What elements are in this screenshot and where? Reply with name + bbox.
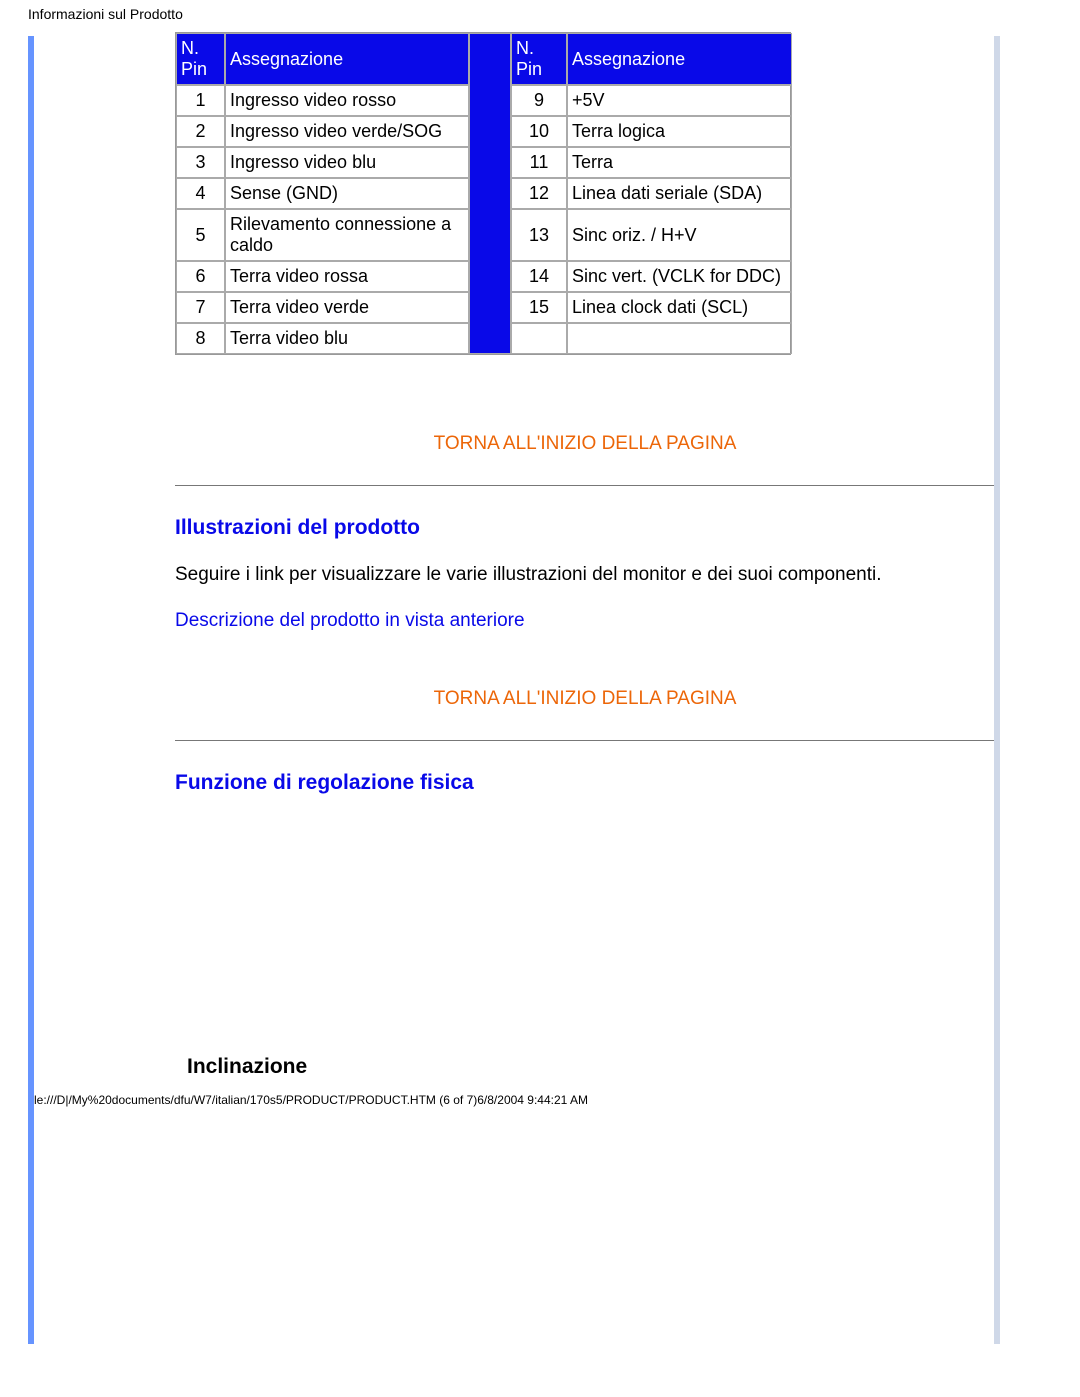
tilt-heading: Inclinazione (187, 1055, 995, 1079)
td-assign: Linea dati seriale (SDA) (567, 178, 792, 209)
td-pin: 13 (511, 209, 567, 261)
section-illustrations-heading: Illustrazioni del prodotto (175, 516, 995, 540)
pin-table: N. Pin Assegnazione N. Pin Assegnazione … (175, 32, 791, 355)
td-assign: Sense (GND) (225, 178, 469, 209)
td-pin: 15 (511, 292, 567, 323)
content: N. Pin Assegnazione N. Pin Assegnazione … (175, 28, 995, 1079)
back-to-top-link[interactable]: TORNA ALL'INIZIO DELLA PAGINA (175, 433, 995, 455)
td-pin: 6 (176, 261, 225, 292)
td-assign: Rilevamento connessione a caldo (225, 209, 469, 261)
page-title: Informazioni sul Prodotto (0, 0, 1080, 28)
td-assign: Sinc oriz. / H+V (567, 209, 792, 261)
back-to-top-link[interactable]: TORNA ALL'INIZIO DELLA PAGINA (175, 688, 995, 710)
th-right-assign: Assegnazione (567, 33, 792, 85)
td-pin: 10 (511, 116, 567, 147)
page: Informazioni sul Prodotto N. Pin Assegna… (0, 0, 1080, 1115)
td-assign (567, 323, 792, 354)
divider (175, 740, 995, 741)
td-pin: 3 (176, 147, 225, 178)
right-border (994, 36, 1000, 1344)
td-assign: Linea clock dati (SCL) (567, 292, 792, 323)
td-assign: Ingresso video rosso (225, 85, 469, 116)
th-left-pin: N. Pin (176, 33, 225, 85)
left-border (28, 36, 34, 1344)
th-left-assign: Assegnazione (225, 33, 469, 85)
td-pin (511, 323, 567, 354)
divider (175, 485, 995, 486)
td-pin: 9 (511, 85, 567, 116)
td-pin: 11 (511, 147, 567, 178)
front-view-link[interactable]: Descrizione del prodotto in vista anteri… (175, 610, 995, 632)
td-pin: 7 (176, 292, 225, 323)
td-assign: Terra video blu (225, 323, 469, 354)
section-physical-adjust-heading: Funzione di regolazione fisica (175, 771, 995, 795)
td-assign: Terra logica (567, 116, 792, 147)
td-pin: 14 (511, 261, 567, 292)
footer-path: file:///D|/My%20documents/dfu/W7/italian… (0, 1079, 1080, 1115)
td-pin: 2 (176, 116, 225, 147)
td-assign: Terra (567, 147, 792, 178)
td-pin: 1 (176, 85, 225, 116)
th-right-pin: N. Pin (511, 33, 567, 85)
td-pin: 8 (176, 323, 225, 354)
td-pin: 12 (511, 178, 567, 209)
td-pin: 5 (176, 209, 225, 261)
td-assign: Terra video verde (225, 292, 469, 323)
td-assign: Terra video rossa (225, 261, 469, 292)
td-assign: +5V (567, 85, 792, 116)
section-illustrations-body: Seguire i link per visualizzare le varie… (175, 564, 995, 586)
table-separator (469, 33, 511, 354)
td-assign: Ingresso video verde/SOG (225, 116, 469, 147)
td-assign: Ingresso video blu (225, 147, 469, 178)
td-assign: Sinc vert. (VCLK for DDC) (567, 261, 792, 292)
td-pin: 4 (176, 178, 225, 209)
